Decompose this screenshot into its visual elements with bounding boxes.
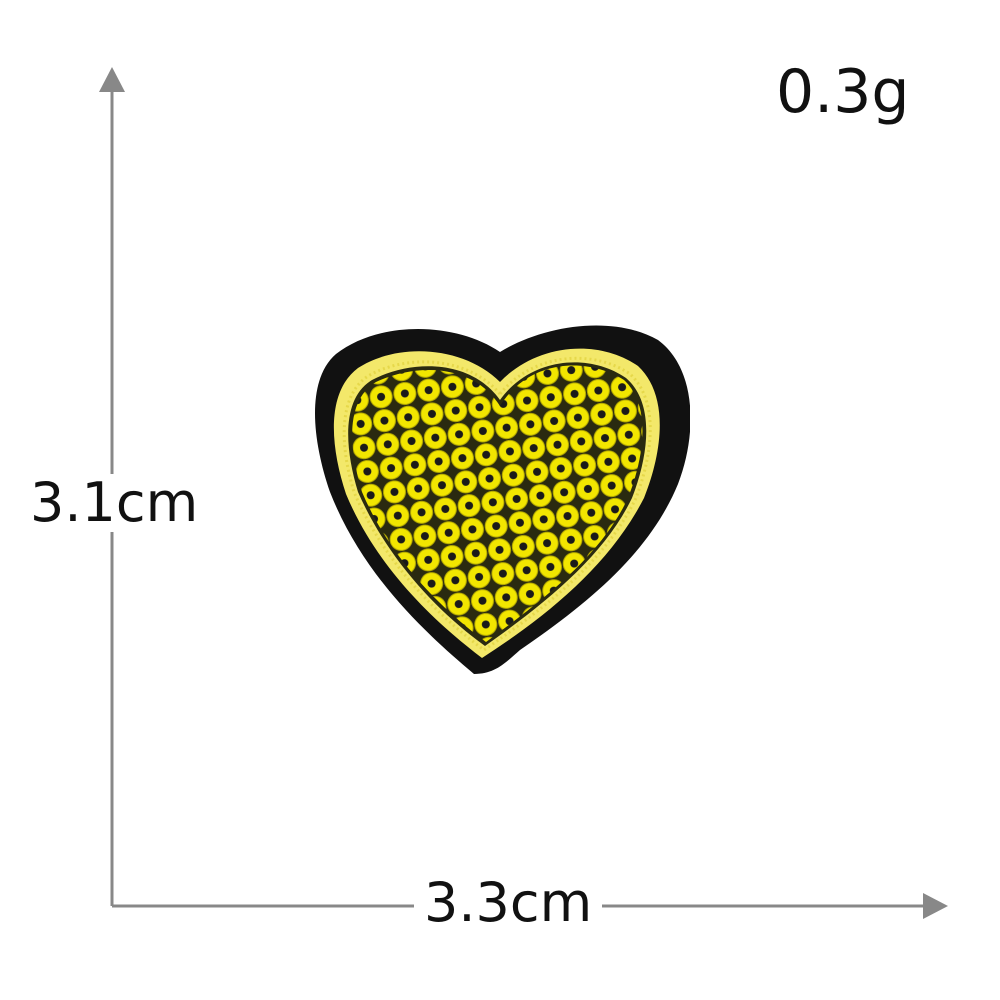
heart-patch-image (310, 322, 691, 678)
vertical-axis-arrowhead (99, 67, 125, 92)
width-label: 3.3cm (414, 874, 603, 932)
horizontal-axis-arrowhead (923, 893, 948, 919)
weight-label: 0.3g (776, 57, 910, 127)
height-label: 3.1cm (28, 471, 201, 534)
